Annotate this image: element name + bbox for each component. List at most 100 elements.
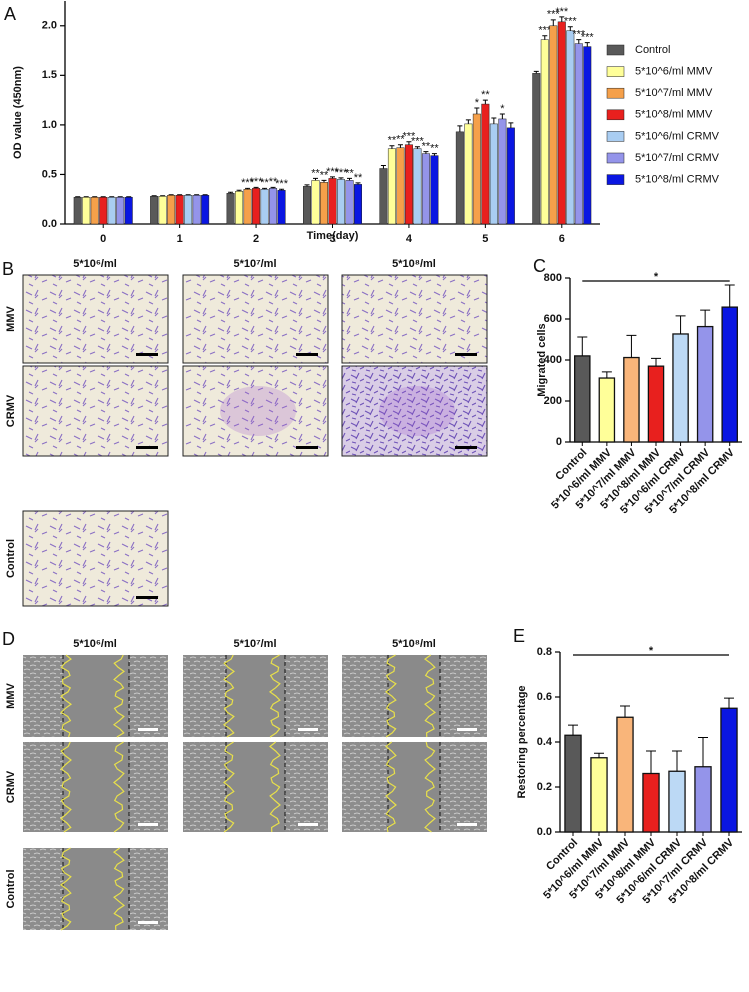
significance-star: * [649, 645, 654, 657]
scale-bar [455, 353, 477, 356]
scale-bar [296, 353, 318, 356]
legend-label: 5*10^6/ml CRMV [635, 130, 720, 142]
legend-swatch [606, 87, 625, 99]
bar [158, 195, 167, 225]
scale-bar [138, 921, 158, 924]
error-bar [330, 176, 335, 179]
error-bar [542, 35, 548, 40]
significance-stars: * [500, 103, 505, 115]
wound-edge [112, 847, 125, 931]
significance-stars: ** [430, 143, 439, 155]
error-bar [675, 315, 686, 334]
error-bar [482, 99, 488, 105]
error-bar [626, 334, 637, 358]
bar [557, 21, 566, 225]
x-tick-label: 6 [559, 233, 565, 245]
row-label: CRMV [5, 770, 17, 803]
bar [668, 770, 686, 833]
bar [413, 148, 422, 225]
legend-swatch [606, 152, 625, 164]
significance-stars: ** [311, 167, 320, 179]
error-bar [236, 189, 242, 192]
wound-edge [385, 741, 397, 833]
column-header: 5*10⁶/ml [73, 258, 117, 270]
y-tick-label: 200 [544, 395, 562, 407]
column-header: 5*10⁶/ml [73, 638, 117, 650]
micrograph [22, 365, 169, 457]
significance-stars: ** [481, 89, 490, 101]
scale-bar [455, 446, 477, 449]
significance-stars: *** [250, 176, 264, 188]
error-bar [253, 186, 259, 189]
bar [647, 365, 665, 443]
significance-stars: *** [547, 9, 561, 21]
bar [672, 333, 689, 443]
error-bar [397, 144, 403, 148]
y-tick-label: 0.0 [42, 218, 57, 230]
panel-letter: C [533, 256, 546, 276]
scratch-gap [388, 742, 440, 832]
scale-bar [457, 728, 477, 731]
column-header: 5*10⁸/ml [392, 638, 436, 650]
error-bar [620, 705, 630, 718]
bar [396, 147, 405, 225]
error-bar [423, 151, 429, 154]
scratch-gap [63, 742, 129, 832]
bar [337, 179, 345, 225]
micrograph [22, 274, 169, 364]
wound-edge [112, 654, 126, 738]
bar [73, 196, 82, 225]
scale-bar [457, 823, 477, 826]
bar [540, 39, 549, 225]
legend-label: 5*10^7/ml MMV [635, 87, 713, 99]
y-axis-label: Restoring percentage [516, 685, 528, 798]
bar [464, 123, 473, 225]
significance-stars: ** [320, 169, 329, 181]
error-bar [533, 70, 539, 74]
bar [421, 153, 430, 225]
bar [303, 186, 311, 225]
error-bar [380, 165, 386, 169]
panel-letter: A [4, 4, 16, 24]
y-tick-label: 1.0 [42, 119, 57, 131]
error-bar [646, 750, 656, 774]
error-bar [406, 141, 412, 145]
bar [642, 772, 660, 833]
bar [226, 193, 235, 225]
scale-bar [136, 596, 158, 599]
y-tick-label: 0.5 [42, 168, 57, 180]
scale-bar [136, 353, 158, 356]
wound-edge [60, 741, 72, 833]
error-bar [414, 146, 420, 149]
bar [623, 356, 640, 443]
bar [455, 131, 464, 225]
error-bar [431, 153, 437, 156]
error-bar [457, 125, 463, 132]
error-bar [577, 336, 588, 356]
error-bar [338, 177, 344, 180]
error-bar [567, 26, 573, 31]
x-tick-label: 5 [482, 233, 488, 245]
wound-edge [384, 654, 397, 738]
error-bar [321, 179, 327, 183]
bar [430, 155, 439, 225]
error-bar [347, 177, 352, 181]
bar [720, 707, 738, 833]
error-bar [700, 309, 711, 327]
significance-stars: *** [335, 167, 349, 179]
error-bar [491, 117, 497, 124]
scale-bar [298, 728, 318, 731]
significance-stars: *** [564, 16, 578, 28]
error-bar [228, 191, 234, 194]
bar [116, 196, 125, 225]
bar [252, 188, 261, 225]
bar [235, 191, 244, 225]
bar [694, 766, 712, 833]
y-tick-label: 0.8 [537, 646, 552, 658]
wound-edge [424, 741, 436, 833]
error-bar [355, 182, 361, 185]
bar [498, 118, 507, 225]
bar [107, 196, 116, 225]
error-bar [270, 186, 276, 189]
